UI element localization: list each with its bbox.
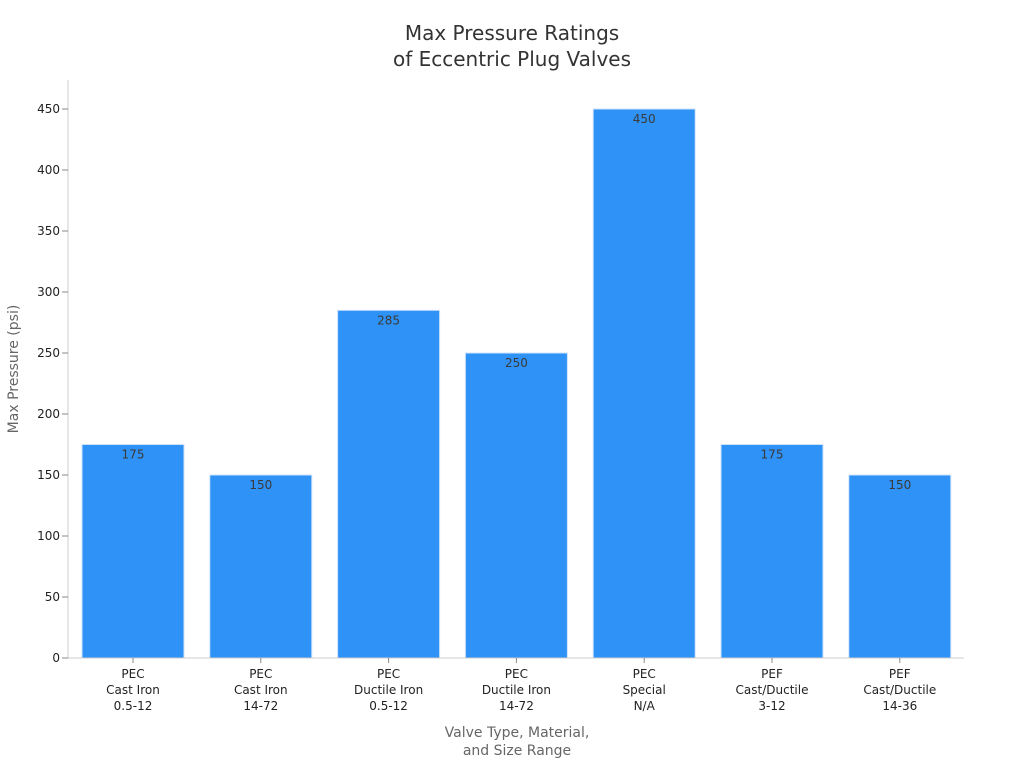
x-tick-label: Special: [623, 683, 666, 697]
bar-value-label: 450: [633, 112, 656, 126]
bar-value-label: 175: [761, 448, 784, 462]
bar-value-label: 175: [122, 448, 145, 462]
x-tick-label: PEF: [889, 667, 911, 681]
x-tick-label: PEC: [249, 667, 272, 681]
bar-value-label: 285: [377, 313, 400, 327]
x-tick-label: 14-36: [882, 699, 917, 713]
y-tick-label: 300: [37, 285, 60, 299]
x-axis-title-line-1: Valve Type, Material,: [445, 725, 590, 741]
chart-title-line-2: of Eccentric Plug Valves: [393, 47, 631, 71]
x-axis-title-line-2: and Size Range: [463, 743, 571, 759]
y-tick-label: 100: [37, 529, 60, 543]
y-tick-label: 200: [37, 407, 60, 421]
x-tick-label: 14-72: [243, 699, 278, 713]
x-tick-label: N/A: [634, 699, 656, 713]
y-axis: 0 50 100 150 200 250 300 350 400 450: [37, 80, 69, 665]
y-tick-label: 400: [37, 163, 60, 177]
y-tick-label: 50: [45, 590, 60, 604]
bar: [209, 474, 313, 659]
y-tick-label: 150: [37, 468, 60, 482]
x-tick-label: Cast/Ductile: [736, 683, 809, 697]
bar-value-label: 150: [249, 478, 272, 492]
x-tick-label: 3-12: [758, 699, 785, 713]
chart-title-line-1: Max Pressure Ratings: [405, 21, 619, 45]
x-tick-label: 0.5-12: [114, 699, 153, 713]
bar: [464, 352, 568, 659]
bar: [81, 444, 185, 659]
x-tick-label: PEC: [121, 667, 144, 681]
x-tick-label: Ductile Iron: [354, 683, 423, 697]
bar-value-label: 150: [888, 478, 911, 492]
y-tick-label: 250: [37, 346, 60, 360]
bar: [720, 444, 824, 659]
bar: [337, 309, 441, 659]
y-tick-label: 0: [52, 651, 60, 665]
bar-value-label: 250: [505, 356, 528, 370]
x-tick-label: 14-72: [499, 699, 534, 713]
x-tick-label: Ductile Iron: [482, 683, 551, 697]
x-tick-label: PEF: [761, 667, 783, 681]
y-axis-title: Max Pressure (psi): [6, 305, 22, 434]
x-tick-label: PEC: [505, 667, 528, 681]
x-tick-label: Cast/Ductile: [863, 683, 936, 697]
x-tick-label: 0.5-12: [369, 699, 408, 713]
x-tick-label: Cast Iron: [106, 683, 160, 697]
x-tick-label: PEC: [633, 667, 656, 681]
y-tick-label: 450: [37, 102, 60, 116]
x-tick-label: PEC: [377, 667, 400, 681]
bar: [848, 474, 952, 659]
bar: [592, 108, 696, 659]
x-tick-label: Cast Iron: [234, 683, 288, 697]
x-axis: PEC Cast Iron 0.5-12 PEC Cast Iron 14-72 PEC Du…: [68, 657, 964, 713]
y-tick-label: 350: [37, 224, 60, 238]
bars-group: 175 150 285 250 450 175 150: [81, 108, 952, 659]
